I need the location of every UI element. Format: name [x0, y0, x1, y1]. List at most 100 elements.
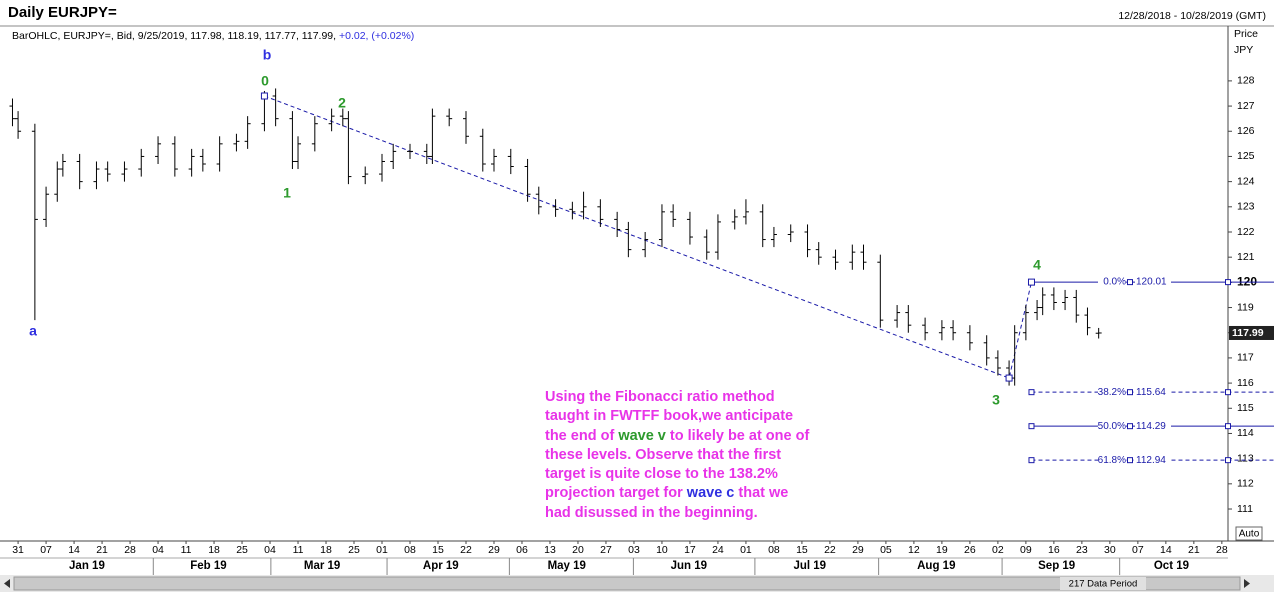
x-tick-label: 19 — [936, 544, 948, 556]
x-tick-label: 23 — [1076, 544, 1088, 556]
fib-value: 115.64 — [1136, 387, 1166, 398]
x-tick-label: 17 — [684, 544, 696, 556]
wave-label: b — [263, 47, 272, 63]
wave-label: 3 — [992, 392, 1000, 408]
x-tick-label: 25 — [236, 544, 248, 556]
x-tick-label: 13 — [544, 544, 556, 556]
x-tick-label: 11 — [293, 544, 304, 556]
wave-label: 0 — [261, 73, 269, 89]
scroll-left[interactable] — [4, 579, 10, 588]
fib-label-bg — [1098, 386, 1126, 399]
x-tick-label: 30 — [1104, 544, 1116, 556]
fib-marker — [1225, 423, 1231, 430]
fib-marker — [1225, 457, 1231, 464]
info: BarOHLC, EURJPY=, Bid, 9/25/2019, 117.98… — [12, 30, 336, 42]
y-tick-label: 123 — [1237, 201, 1255, 213]
x-tick-label: 22 — [824, 544, 836, 556]
x-tick-label: 05 — [880, 544, 892, 556]
fib-ratio: 0.0% — [1103, 277, 1126, 288]
y-tick-label: 111 — [1237, 503, 1253, 515]
y-tick-label: 120 — [1237, 275, 1257, 289]
fib-marker — [1028, 457, 1035, 464]
y-tick-label: 117 — [1237, 352, 1254, 364]
date-range: 12/28/2018 - 10/28/2019 (GMT) — [1118, 10, 1266, 22]
fib-ratio: 61.8% — [1098, 455, 1126, 466]
y-tick-label: 114 — [1237, 427, 1254, 439]
y-tick-label: 127 — [1237, 100, 1255, 112]
x-tick-label: 28 — [1216, 544, 1228, 556]
y-tick-label: 112 — [1237, 478, 1254, 490]
x-tick-label: 04 — [152, 544, 164, 556]
x-tick-label: 31 — [12, 544, 24, 556]
x-tick-label: 21 — [96, 544, 108, 556]
x-tick-label: 12 — [908, 544, 920, 556]
y-tick-label: 125 — [1237, 150, 1255, 162]
x-tick-label: 20 — [572, 544, 584, 556]
wave-label: 4 — [1033, 257, 1041, 273]
x-tick-label: 14 — [68, 544, 80, 556]
note-wave-v: wave v — [618, 427, 666, 444]
wave-marker — [1027, 278, 1035, 286]
wave-label: 2 — [338, 95, 346, 111]
y-tick-label: 126 — [1237, 125, 1255, 137]
fib-marker — [1028, 389, 1035, 396]
month-label: Sep 19 — [1038, 560, 1075, 572]
y-tick-label: 115 — [1237, 402, 1254, 414]
scroll-right[interactable] — [1244, 579, 1250, 588]
y-tick-label: 119 — [1237, 301, 1254, 313]
x-tick-label: 07 — [40, 544, 52, 556]
y-tick-label: 116 — [1237, 377, 1254, 389]
fib-label-bg — [1098, 454, 1126, 467]
chart-title: Daily EURJPY= — [8, 4, 117, 21]
x-tick-label: 09 — [1020, 544, 1032, 556]
scrollbar-thumb[interactable] — [13, 576, 1241, 591]
y-tick-label: 122 — [1237, 226, 1255, 238]
x-tick-label: 06 — [516, 544, 528, 556]
fib-value: 114.29 — [1136, 421, 1166, 432]
x-tick-label: 29 — [852, 544, 864, 556]
fib-marker — [1028, 423, 1035, 430]
fib-label-bg — [1098, 420, 1126, 433]
data-period-box — [1060, 577, 1146, 590]
x-tick-label: 15 — [796, 544, 808, 556]
fib-marker — [1127, 423, 1133, 430]
month-label: Apr 19 — [423, 560, 459, 572]
x-tick-label: 07 — [1132, 544, 1144, 556]
note-text: projection target for — [545, 485, 687, 502]
last-price-box — [1229, 325, 1274, 340]
x-tick-label: 11 — [181, 544, 192, 556]
month-label: Jun 19 — [671, 560, 707, 572]
auto-button-label[interactable]: Auto — [1239, 529, 1260, 540]
x-tick-label: 08 — [404, 544, 416, 556]
note-text: to likely be at one of — [665, 427, 810, 444]
fib-marker — [1127, 457, 1133, 464]
fib-value: 112.94 — [1136, 455, 1166, 466]
y-tick-label: 128 — [1237, 75, 1255, 87]
x-tick-label: 25 — [348, 544, 360, 556]
wave-marker — [1005, 374, 1013, 382]
x-tick-label: 28 — [124, 544, 136, 556]
x-tick-label: 22 — [460, 544, 472, 556]
y-tick-label: 124 — [1237, 175, 1255, 187]
x-tick-label: 03 — [628, 544, 640, 556]
info-line: BarOHLC, EURJPY=, Bid, 9/25/2019, 117.98… — [12, 30, 414, 42]
fib-label-bg — [1135, 386, 1171, 399]
fib-ratio: 38.2% — [1098, 387, 1126, 398]
x-tick-label: 15 — [432, 544, 444, 556]
note-text: target is quite close to the 138.2% — [545, 466, 778, 483]
x-tick-label: 26 — [964, 544, 976, 556]
month-label: Jan 19 — [69, 560, 105, 572]
note-text: Using the Fibonacci ratio method — [545, 389, 775, 405]
month-label: Jul 19 — [793, 560, 826, 572]
fib-ratio: 50.0% — [1098, 421, 1126, 432]
note-wave-c: wave c — [686, 485, 735, 502]
wave-label: a — [29, 323, 37, 339]
fib-label-bg — [1135, 420, 1171, 433]
x-tick-label: 04 — [264, 544, 276, 556]
x-tick-label: 14 — [1160, 544, 1172, 556]
fib-value: 120.01 — [1136, 277, 1167, 288]
auto-button[interactable] — [1235, 526, 1263, 541]
x-tick-label: 29 — [488, 544, 500, 556]
wave-line — [264, 95, 1032, 379]
